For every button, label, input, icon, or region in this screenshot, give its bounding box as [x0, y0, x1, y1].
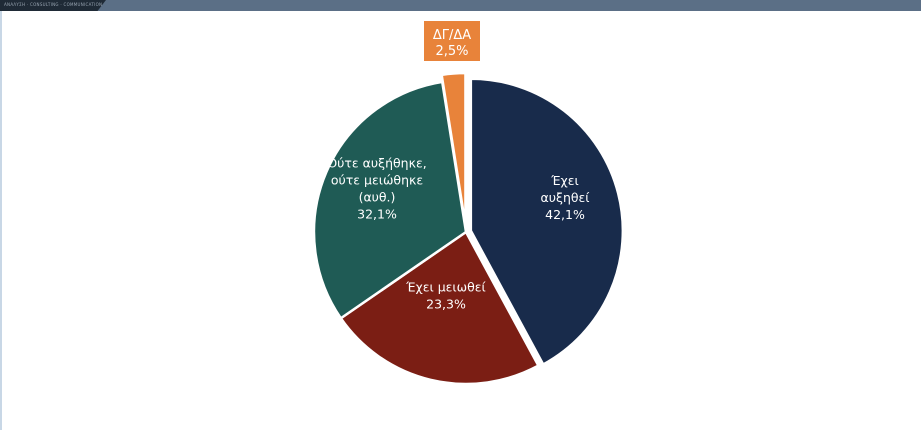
slice-value-label: 2,5%	[435, 44, 468, 59]
header-brand-text: ΑΝΑΛΥΣΗ · CONSULTING · COMMUNICATION	[4, 2, 103, 7]
slice-value-label: 32,1%	[357, 207, 397, 222]
pie-labels: Έχει αυξηθεί 42,1% Έχει μειωθεί 23,3% Ούτε αυ…	[327, 21, 590, 312]
header-bar: ΑΝΑΛΥΣΗ · CONSULTING · COMMUNICATION	[0, 0, 921, 11]
slice-category-label: αυξηθεί	[541, 190, 591, 205]
pie-slices	[312, 71, 625, 386]
slice-value-label: 23,3%	[426, 297, 466, 312]
slice-category-label: ΔΓ/ΔΑ	[433, 28, 471, 43]
slice-category-label: ούτε μειώθηκε	[331, 173, 423, 188]
pie-slice	[469, 77, 625, 366]
pie-slice	[312, 80, 468, 320]
header-brand-block: ΑΝΑΛΥΣΗ · CONSULTING · COMMUNICATION	[0, 0, 106, 11]
slice-category-label: (αυθ.)	[359, 190, 396, 205]
slice-category-label: Ούτε αυξήθηκε,	[327, 156, 426, 171]
pie-slice	[440, 71, 467, 227]
callout-box	[424, 21, 480, 61]
slice-value-label: 42,1%	[545, 207, 585, 222]
slice-category-label: Έχει μειωθεί	[405, 280, 486, 295]
pie-slice	[339, 230, 540, 386]
slice-category-label: Έχει	[550, 173, 579, 188]
